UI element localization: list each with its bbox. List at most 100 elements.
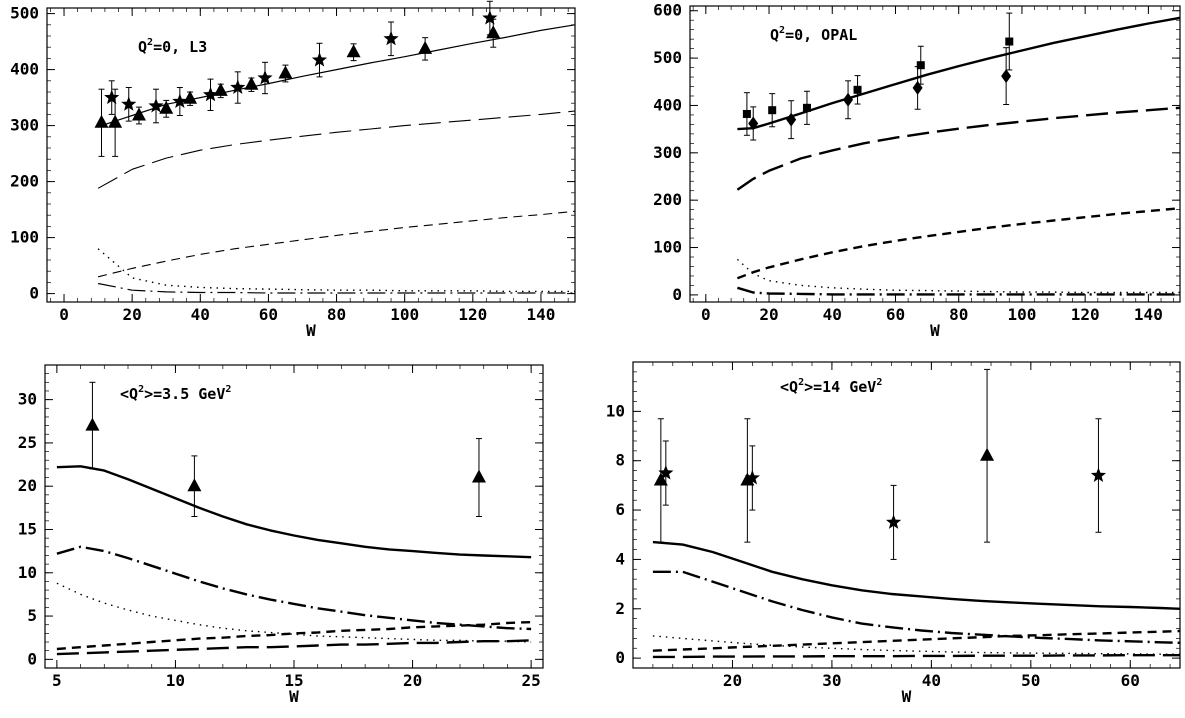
y-tick-label: 2: [615, 599, 625, 618]
data-point-triangle: [131, 107, 146, 121]
y-tick-label: 0: [29, 284, 39, 303]
data-point-triangle: [94, 114, 109, 128]
panel-q2-0-opal: 0 20 40 60 80 100 120 140 0 100 200 300 400 500 600 W Q2…: [653, 1, 1181, 340]
y-tick-label: 200: [653, 190, 682, 209]
data-point-star: [482, 10, 498, 25]
y-tick-label: 0: [615, 648, 625, 667]
x-tick-label: 60: [259, 305, 278, 324]
curve-dot-2: [56, 582, 532, 643]
curve-solid-thick-0: [56, 465, 532, 559]
x-tick-label: 100: [1007, 305, 1036, 324]
x-tick-label: 40: [922, 671, 941, 690]
x-tick-label: 120: [1071, 305, 1100, 324]
data-point-star: [744, 469, 760, 485]
x-tick-label: 20: [759, 305, 778, 324]
curve-longdash-thick-4: [56, 639, 532, 656]
x-tick-label: 60: [1121, 671, 1140, 690]
x-tick-label: 0: [59, 305, 69, 324]
x-tick-label: 80: [949, 305, 968, 324]
data-point-star: [257, 70, 273, 85]
plot-frame: [46, 7, 576, 303]
data-point-triangle: [159, 100, 174, 114]
data-point-triangle: [346, 44, 361, 58]
y-tick-label: 8: [615, 451, 625, 470]
data-point-triangle: [653, 472, 668, 486]
data-point-triangle: [108, 114, 123, 128]
y-tick-label: 10: [18, 563, 37, 582]
curve-dash-thick-2: [736, 207, 1181, 280]
x-axis-label: W: [289, 687, 299, 706]
data-point-star: [148, 98, 164, 113]
data-point-star: [172, 93, 188, 108]
data-point-star: [885, 514, 902, 529]
curve-longdash-thick-4: [652, 654, 1180, 659]
x-tick-label: 140: [1134, 305, 1163, 324]
y-tick-label: 400: [10, 60, 39, 79]
curve-dashdot-thick-1: [652, 570, 1181, 644]
data-point-diamond: [748, 116, 759, 131]
data-point-square: [1005, 37, 1014, 46]
data-point-triangle: [187, 478, 202, 492]
curve-longdash-thin-1: [97, 110, 576, 189]
data-point-square: [916, 61, 925, 70]
data-point-square: [742, 109, 751, 118]
curve-longdash-thick-1: [736, 106, 1181, 191]
y-tick-label: 4: [615, 549, 625, 568]
x-tick-label: 15: [284, 671, 303, 690]
curve-dashdot-thin-4: [97, 282, 575, 294]
x-tick-label: 140: [526, 305, 555, 324]
y-tick-label: 30: [18, 390, 37, 409]
plot-frame: [632, 361, 1181, 669]
data-point-diamond: [843, 92, 854, 107]
x-tick-label: 50: [1021, 671, 1040, 690]
x-tick-label: 60: [886, 305, 905, 324]
data-point-triangle: [244, 76, 259, 90]
curve-solid-thick-0: [737, 16, 1181, 131]
y-tick-label: 0: [27, 649, 37, 668]
curve-dashdot-thick-4: [737, 286, 1180, 296]
y-tick-label: 200: [10, 172, 39, 191]
y-tick-label: 10: [606, 401, 625, 420]
data-point-diamond: [1001, 69, 1012, 84]
curve-dash-thin-2: [97, 210, 576, 278]
y-tick-label: 25: [18, 433, 37, 452]
y-tick-label: 20: [18, 476, 37, 495]
y-tick-label: 100: [653, 238, 682, 257]
curve-dashdot-thick-1: [56, 545, 532, 631]
y-tick-label: 300: [10, 116, 39, 135]
y-tick-label: 400: [653, 95, 682, 114]
x-tick-label: 20: [123, 305, 142, 324]
data-point-star: [104, 89, 120, 105]
data-point-square: [768, 106, 777, 115]
curve-dash-thick-3: [56, 620, 532, 651]
y-tick-label: 6: [615, 500, 625, 519]
data-point-triangle: [980, 447, 995, 461]
curve-solid-thick-0: [652, 540, 1181, 610]
y-tick-label: 5: [27, 606, 37, 625]
plot-frame: [44, 364, 544, 669]
data-point-triangle: [213, 82, 228, 96]
data-point-triangle: [418, 40, 433, 54]
data-point-square: [802, 103, 811, 112]
data-point-triangle: [471, 469, 486, 483]
x-tick-label: 30: [822, 671, 841, 690]
data-point-star: [311, 52, 328, 67]
data-point-star: [1090, 467, 1107, 482]
x-tick-label: 20: [723, 671, 742, 690]
panel-q2-0-l3: 0 20 40 60 80 100 120 140 0 100 200 300 400 500 W Q2=0,…: [10, 0, 576, 340]
x-axis-label: W: [930, 321, 940, 340]
x-tick-label: 40: [191, 305, 210, 324]
data-point-star: [658, 465, 674, 480]
data-point-square: [853, 85, 862, 94]
data-point-triangle: [183, 90, 198, 104]
y-tick-label: 100: [10, 228, 39, 247]
x-axis-label: W: [902, 687, 912, 706]
panel-annotation: <Q2>=14 GeV2: [780, 377, 882, 396]
x-tick-label: 0: [701, 305, 711, 324]
plot-frame: [689, 5, 1181, 303]
y-tick-label: 300: [653, 143, 682, 162]
x-tick-label: 25: [522, 671, 541, 690]
panel-q2-14: 20 30 40 50 60 0 2 4 6 8 10 W <Q2>=14 GeV2: [606, 361, 1181, 706]
